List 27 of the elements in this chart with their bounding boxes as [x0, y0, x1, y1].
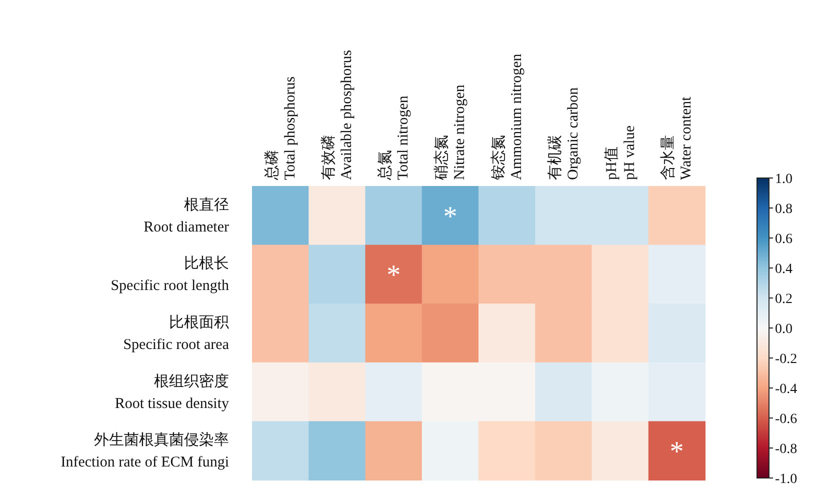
x-tick-label: 总氮 Total nitrogen [376, 95, 412, 181]
x-tick-label: 总磷 Total phosphorus [263, 76, 298, 181]
color-bar-label: -0.2 [775, 352, 798, 367]
y-tick-label: 根组织密度 Root tissue density [114, 372, 230, 412]
x-tick-label: 铵态氮 Ammonium nitrogen [490, 53, 525, 181]
data-label: * [443, 201, 458, 232]
y-tick-label: 根直径 Root diameter [144, 196, 229, 236]
x-tick-label: pH值 pH value [604, 125, 638, 180]
data-label: * [670, 436, 684, 468]
x-tick-label: 有效磷 Available phosphorus [320, 50, 355, 180]
color-bar-label: 0.6 [775, 232, 792, 247]
x-tick-label: 有机碳 Organic carbon [546, 86, 582, 180]
color-bar-label: 1.0 [775, 172, 792, 187]
y-tick-label: 比根长 Specific root length [110, 255, 230, 294]
color-bar-label: -0.6 [775, 412, 798, 427]
color-bar-label: 0.2 [775, 292, 792, 307]
x-tick-label: 硝态氮 Nitrate nitrogen [433, 84, 468, 181]
x-tick-label: 含水量 Water content [660, 96, 695, 180]
color-bar-label: -1.0 [775, 472, 798, 487]
data-label: * [386, 260, 401, 292]
color-bar-label: 0.4 [775, 262, 792, 277]
color-bar-label: -0.8 [775, 442, 798, 457]
color-bar-label: 0.8 [775, 202, 792, 217]
color-bar-label: -0.4 [775, 382, 798, 397]
y-tick-label: 外生菌根真菌侵染率 Infection rate of ECM fungi [60, 432, 229, 471]
color-bar-label: 0.0 [775, 322, 792, 337]
y-tick-label: 比根面积 Specific root area [123, 314, 230, 353]
